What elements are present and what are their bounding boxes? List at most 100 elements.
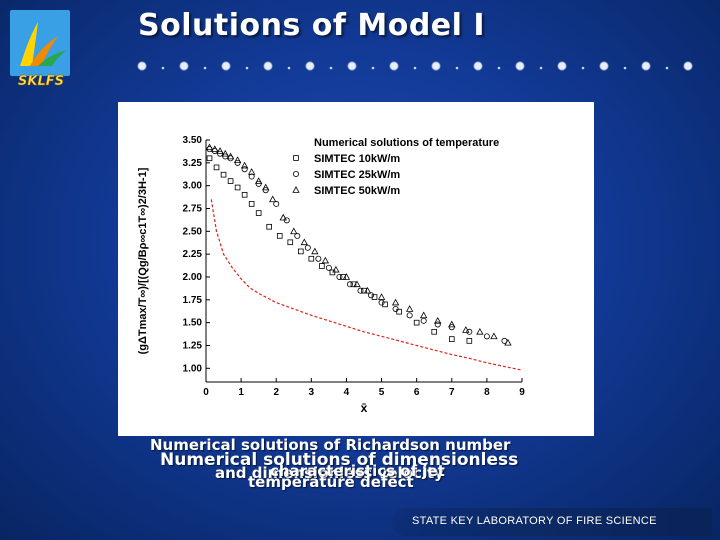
x-tick-label: 1 [238,387,244,398]
y-tick-label: 2.75 [183,203,203,214]
bullet-dot-small [329,66,333,70]
data-point [276,233,283,239]
x-tick-label: 4 [344,387,350,398]
x-tick-label: 6 [414,387,420,398]
data-point [406,312,413,319]
bullet-dot-small [203,66,207,70]
y-tick-label: 2.00 [183,272,203,283]
bullet-dot [683,61,693,71]
bullet-dot [389,61,399,71]
data-point [247,168,256,175]
data-point [413,319,420,326]
data-point [254,177,263,184]
data-point [294,232,301,239]
data-point [434,321,441,328]
data-point [308,255,315,262]
caption-line: characteristics of jet [270,462,445,480]
data-point [434,316,442,324]
y-axis-label: (gΔTmax/T∞)/[(Qg/Bρ∞c1T∞)2/3H-1] [137,167,149,354]
bullet-dot-small [497,66,501,70]
data-point [297,248,304,255]
footer-banner: STATE KEY LABORATORY OF FIRE SCIENCE [392,508,712,536]
data-point [266,223,273,230]
data-point [332,265,340,273]
bullet-dot-small [287,66,291,70]
data-point [287,239,294,246]
data-point [466,328,473,335]
bullet-dot [473,61,483,71]
data-point [357,287,364,294]
legend-marker [292,171,299,178]
data-point [490,332,498,340]
y-tick-label: 2.50 [183,226,203,237]
decorative-bullet-row [137,61,693,71]
bullet-dot [515,61,525,71]
data-point [248,173,255,180]
legend-marker [292,186,300,193]
data-point [378,299,385,306]
data-point [361,287,367,294]
data-point [319,263,325,269]
data-point [325,264,332,271]
svg-text:SKLFS: SKLFS [18,74,64,88]
caption-line: Numerical solutions of dimensionless [160,450,519,470]
data-point [363,286,372,294]
data-point [240,161,249,169]
bullet-dot-small [413,66,417,70]
bullet-dot [137,61,147,71]
data-point [213,164,220,171]
data-point [391,298,400,306]
data-point [420,317,427,324]
data-point [342,273,351,280]
data-point [340,274,346,280]
data-point [220,171,227,178]
data-point [248,201,255,207]
bullet-dot [263,61,273,71]
temperature-chart: 0 1 2 3 4 5 6 7 8 9 1.00 1.25 1.50 1.75 2.00 2.25 2.50 2.… [137,135,525,415]
y-tick-label: 1.75 [183,295,203,306]
x-tick-label: 5 [379,387,385,398]
bullet-dot [557,61,567,71]
bullet-dot-small [371,66,375,70]
data-point [311,247,319,255]
data-point [353,280,361,288]
data-point [241,191,248,198]
data-point [504,338,512,346]
data-point [336,273,343,280]
data-point [269,195,277,203]
footer-text: STATE KEY LABORATORY OF FIRE SCIENCE [412,515,657,527]
y-tick-label: 3.00 [183,181,203,192]
data-point [377,293,386,300]
legend-label: SIMTEC 50kW/m [314,185,400,197]
data-point [300,238,308,246]
data-point [211,145,219,152]
bullet-dot [221,61,231,71]
x-tick-label: 0 [203,387,209,398]
data-point [226,152,235,160]
caption-line: and dimensionless velocity [215,464,444,482]
data-point [371,294,378,300]
y-tick-label: 3.50 [183,135,203,146]
data-point [448,336,455,342]
bullet-dot [179,61,189,71]
y-tick-label: 1.00 [183,363,203,374]
x-tick-label: 9 [519,387,525,398]
data-point [462,326,470,333]
data-point [346,281,353,288]
data-point [241,166,248,173]
bullet-dot-small [161,66,165,70]
data-point [315,255,322,262]
data-point [227,178,234,184]
data-point [321,256,330,264]
bullet-dot [347,61,357,71]
x-tick-label: 3 [309,387,315,398]
legend-label: SIMTEC 10kW/m [314,153,400,165]
data-point [392,305,399,312]
data-point [368,292,375,299]
data-point [221,149,229,157]
bullet-dot [599,61,609,71]
y-tick-label: 2.25 [183,249,203,260]
legend-label: SIMTEC 25kW/m [314,169,400,181]
bullet-dot [641,61,651,71]
x-tick-label: 7 [449,387,455,398]
